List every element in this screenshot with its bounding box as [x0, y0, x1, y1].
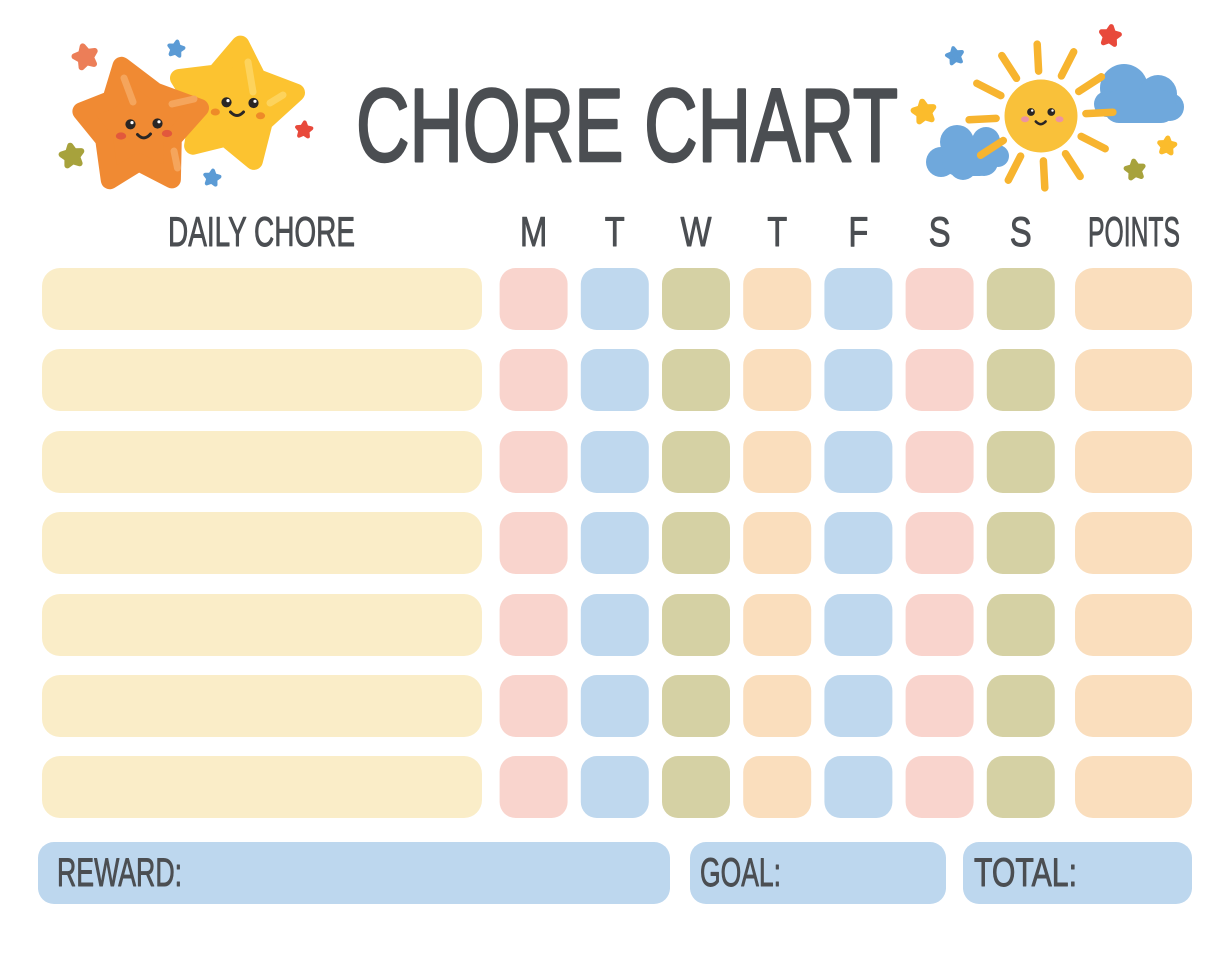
svg-text:S: S: [1010, 208, 1032, 255]
svg-text:DAILY CHORE: DAILY CHORE: [168, 208, 355, 255]
svg-text:T: T: [605, 208, 625, 255]
svg-text:S: S: [929, 208, 951, 255]
svg-text:T: T: [767, 208, 787, 255]
svg-text:REWARD:: REWARD:: [57, 851, 182, 895]
svg-text:F: F: [848, 208, 868, 255]
svg-text:CHORE CHART: CHORE CHART: [356, 68, 898, 184]
svg-text:POINTS: POINTS: [1088, 208, 1180, 255]
svg-text:M: M: [520, 208, 548, 255]
svg-text:TOTAL:: TOTAL:: [974, 851, 1077, 895]
svg-text:W: W: [681, 208, 712, 255]
svg-text:GOAL:: GOAL:: [700, 851, 781, 895]
